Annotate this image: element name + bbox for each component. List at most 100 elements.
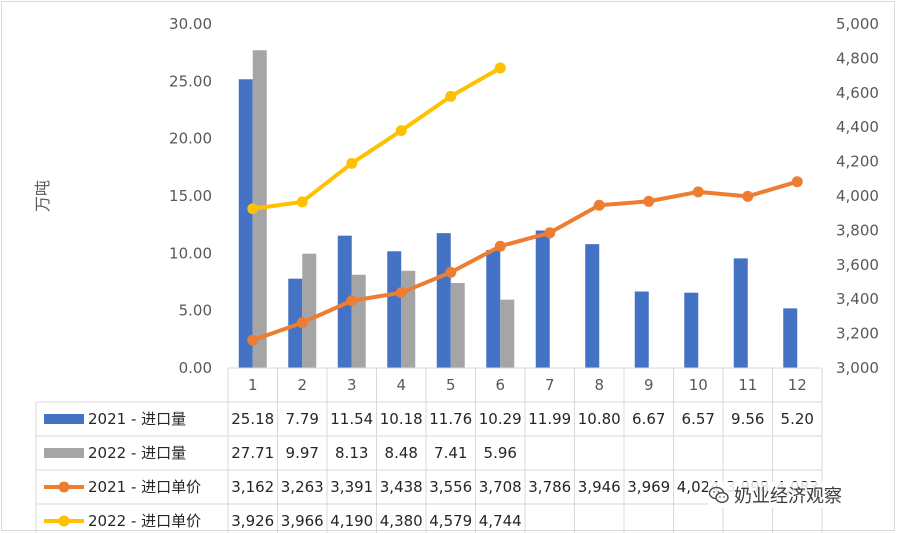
data-label: 5.20 — [781, 410, 814, 428]
line-point — [494, 62, 506, 74]
bar — [387, 251, 402, 368]
bar — [450, 283, 465, 368]
y-right-tick-label: 3,200 — [836, 325, 879, 343]
x-tick-label: 8 — [594, 376, 604, 394]
legend-swatch — [58, 515, 70, 527]
data-label: 5.96 — [484, 444, 517, 462]
data-label: 27.71 — [231, 444, 274, 462]
bar — [585, 244, 600, 368]
bar — [486, 250, 501, 368]
line-point — [544, 227, 556, 239]
x-tick-label: 5 — [446, 376, 456, 394]
bar — [500, 299, 515, 368]
data-label: 10.80 — [578, 410, 621, 428]
bar — [733, 258, 748, 368]
line-point — [791, 176, 803, 188]
data-label: 3,946 — [578, 478, 621, 496]
x-tick-label: 1 — [248, 376, 258, 394]
y-right-tick-label: 4,800 — [836, 49, 879, 67]
x-tick-label: 6 — [495, 376, 505, 394]
y-right-tick-label: 4,200 — [836, 153, 879, 171]
line-point — [296, 317, 308, 329]
legend-label: 2022 - 进口单价 — [88, 512, 201, 530]
x-tick-label: 4 — [396, 376, 406, 394]
data-label: 11.54 — [330, 410, 373, 428]
line-point — [346, 157, 358, 169]
data-label: 3,926 — [231, 512, 274, 530]
line-point — [692, 186, 704, 198]
data-label: 4,380 — [380, 512, 423, 530]
line-point — [296, 196, 308, 208]
x-tick-label: 9 — [644, 376, 654, 394]
series-line — [250, 66, 503, 211]
legend-swatch — [58, 481, 70, 493]
y-right-tick-label: 3,600 — [836, 256, 879, 274]
data-label: 3,438 — [380, 478, 423, 496]
data-label: 3,969 — [627, 478, 670, 496]
y-left-tick-label: 0.00 — [179, 359, 212, 377]
data-label: 3,786 — [528, 478, 571, 496]
line-point — [346, 295, 358, 307]
data-label: 7.41 — [434, 444, 467, 462]
y-left-tick-label: 10.00 — [169, 244, 212, 262]
line-point — [494, 240, 506, 252]
wechat-icon — [708, 486, 729, 504]
data-label: 9.97 — [286, 444, 319, 462]
line-point — [445, 90, 457, 102]
data-label: 9.56 — [731, 410, 764, 428]
data-label: 11.99 — [528, 410, 571, 428]
line-point — [643, 195, 655, 207]
y-right-tick-label: 4,400 — [836, 118, 879, 136]
data-label: 6.57 — [682, 410, 715, 428]
x-tick-label: 7 — [545, 376, 555, 394]
bar — [634, 291, 649, 368]
series-line — [250, 179, 800, 343]
y-right-tick-label: 4,600 — [836, 84, 879, 102]
y-right-tick-label: 5,000 — [836, 15, 879, 33]
bar — [351, 274, 366, 368]
line-point — [247, 203, 259, 215]
line-point — [742, 190, 754, 202]
x-tick-label: 10 — [689, 376, 708, 394]
data-label: 7.79 — [286, 410, 319, 428]
x-tick-label: 12 — [788, 376, 807, 394]
y-left-tick-label: 25.00 — [169, 72, 212, 90]
data-label: 4,190 — [330, 512, 373, 530]
x-tick-label: 2 — [297, 376, 307, 394]
y-right-tick-label: 3,000 — [836, 359, 879, 377]
data-label: 3,556 — [429, 478, 472, 496]
legend-label: 2021 - 进口量 — [88, 410, 186, 428]
y-left-tick-label: 5.00 — [179, 302, 212, 320]
bar — [238, 79, 253, 368]
data-label: 4,744 — [479, 512, 522, 530]
line-point — [395, 287, 407, 299]
line-point — [395, 125, 407, 137]
x-tick-label: 11 — [738, 376, 757, 394]
legend-swatch — [44, 414, 84, 424]
watermark: 奶业经济观察 — [708, 482, 842, 508]
watermark-text: 奶业经济观察 — [734, 486, 842, 507]
y-axis-label: 万吨 — [33, 180, 52, 212]
data-label: 3,391 — [330, 478, 373, 496]
x-tick-label: 3 — [347, 376, 357, 394]
bar — [302, 253, 317, 368]
y-right-tick-label: 4,000 — [836, 187, 879, 205]
data-label: 3,966 — [281, 512, 324, 530]
data-label: 11.76 — [429, 410, 472, 428]
y-left-tick-label: 30.00 — [169, 15, 212, 33]
data-label: 4,579 — [429, 512, 472, 530]
data-label: 25.18 — [231, 410, 274, 428]
bar — [401, 270, 416, 368]
bar — [436, 233, 451, 368]
data-label: 10.29 — [479, 410, 522, 428]
legend-swatch — [44, 448, 84, 458]
bar — [684, 292, 699, 368]
data-label: 3,162 — [231, 478, 274, 496]
y-left-tick-label: 20.00 — [169, 130, 212, 148]
data-label: 10.18 — [380, 410, 423, 428]
bar — [535, 230, 550, 368]
data-label: 8.48 — [385, 444, 418, 462]
data-label: 3,263 — [281, 478, 324, 496]
legend-label: 2021 - 进口单价 — [88, 478, 201, 496]
